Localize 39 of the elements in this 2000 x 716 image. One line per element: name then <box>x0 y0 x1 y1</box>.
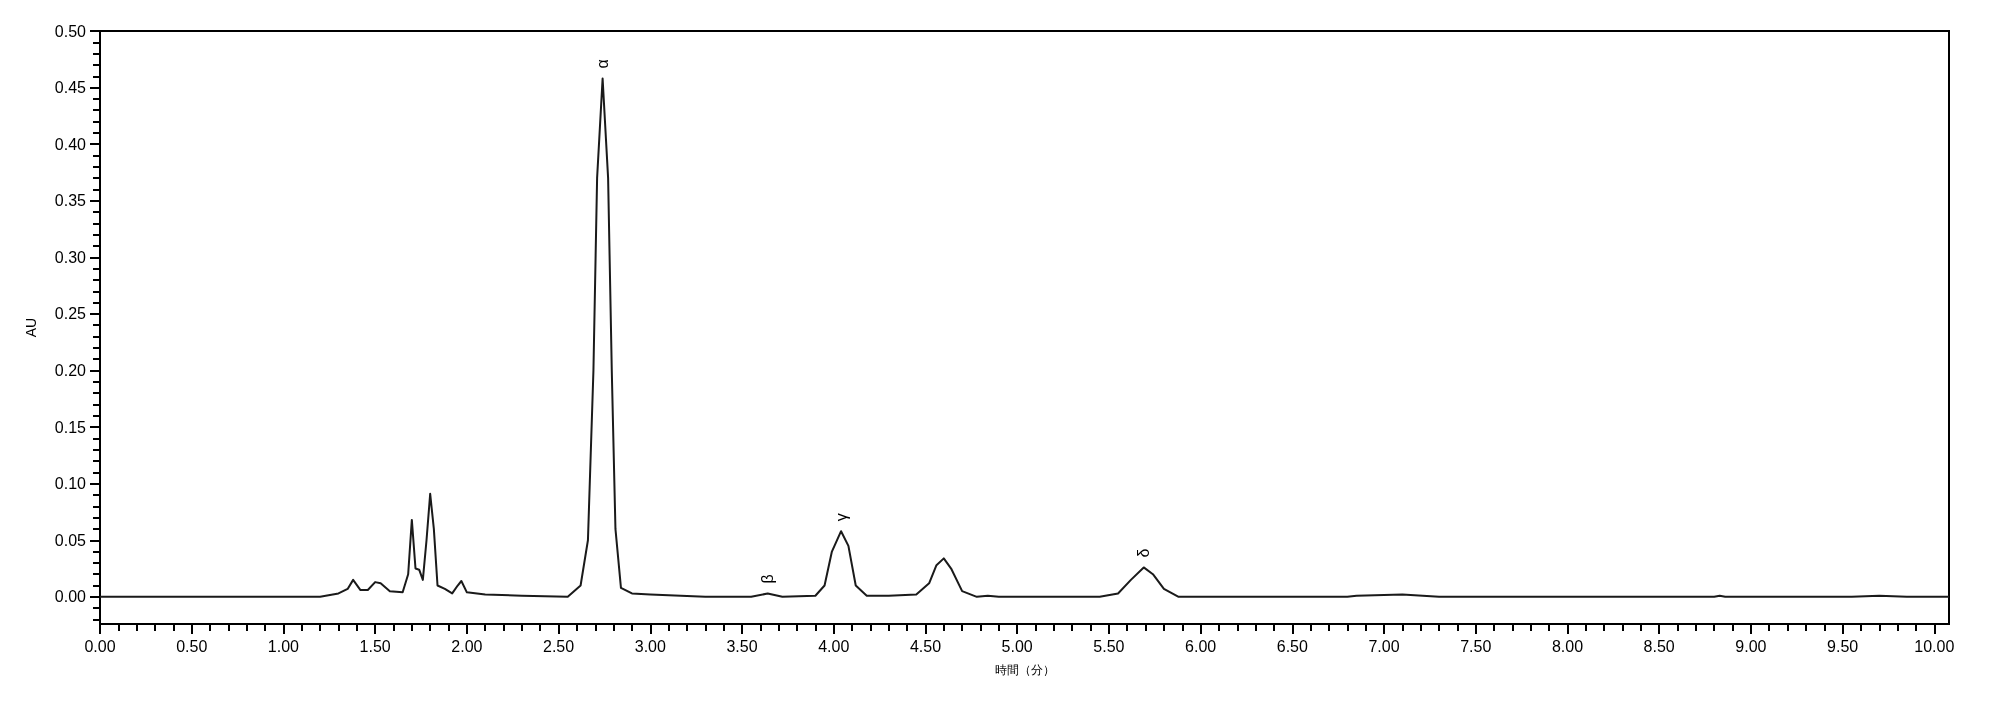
x-tick-label: 4.00 <box>818 637 850 655</box>
y-tick-label: 0.20 <box>54 362 87 379</box>
annotation: α <box>594 59 612 69</box>
x-tick-label: 2.00 <box>451 637 483 655</box>
y-axis-title: AU <box>23 317 39 338</box>
x-tick-label: 4.50 <box>909 637 942 655</box>
y-tick-label: 0.00 <box>54 588 87 606</box>
y-tick-label: 0.10 <box>54 475 87 493</box>
x-tick-label: 5.00 <box>1001 637 1033 655</box>
x-tick-label: 2.50 <box>543 637 575 655</box>
y-tick-label: 0.30 <box>54 248 87 266</box>
line-series <box>99 77 1950 598</box>
y-tick-label: 0.40 <box>54 135 87 153</box>
x-tick-label: 7.00 <box>1368 637 1400 655</box>
x-tick-label: 6.50 <box>1276 637 1308 655</box>
x-tick-label: 8.50 <box>1643 637 1675 655</box>
x-tick-label: 6.00 <box>1185 637 1217 655</box>
x-tick-label: 0.50 <box>176 637 208 655</box>
y-tick-label: 0.35 <box>54 192 87 210</box>
annotation: β <box>759 574 777 584</box>
x-axis-title: 時間（分） <box>994 663 1055 677</box>
x-tick-label: 9.50 <box>1827 637 1859 655</box>
x-tick-label: 0.00 <box>84 637 116 655</box>
y-tick-label: 0.25 <box>54 305 87 323</box>
annotation: γ <box>832 513 850 522</box>
x-tick-label: 3.00 <box>634 637 666 655</box>
y-tick-label: 0.50 <box>54 22 87 40</box>
y-tick-label: 0.15 <box>54 418 87 436</box>
x-tick-label: 9.00 <box>1735 637 1767 655</box>
y-tick-label: 0.05 <box>54 531 87 549</box>
x-tick-label: 1.00 <box>267 637 300 655</box>
x-tick-label: 7.50 <box>1460 637 1492 655</box>
x-tick-label: 10.00 <box>1914 637 1955 655</box>
x-tick-label: 5.50 <box>1093 637 1125 655</box>
annotation: δ <box>1135 548 1153 558</box>
x-tick-label: 1.50 <box>359 637 391 655</box>
x-tick-label: 8.00 <box>1551 637 1584 655</box>
x-tick-label: 3.50 <box>726 637 758 655</box>
y-tick-label: 0.45 <box>54 79 87 97</box>
